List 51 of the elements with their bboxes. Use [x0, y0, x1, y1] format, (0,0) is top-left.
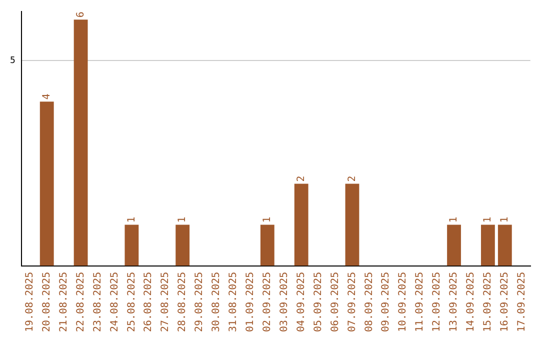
- data-label: 1: [126, 216, 138, 223]
- data-label: 1: [262, 216, 273, 223]
- x-tick-label: 23.08.2025: [92, 272, 104, 332]
- x-tick-label: 26.08.2025: [143, 272, 154, 332]
- data-label: 1: [448, 216, 460, 223]
- x-tick-label: 24.08.2025: [109, 272, 120, 332]
- x-tick-label: 17.09.2025: [516, 272, 528, 332]
- x-tick-label: 08.09.2025: [364, 272, 375, 332]
- data-label: 1: [177, 216, 188, 223]
- x-tick-label: 10.09.2025: [398, 272, 409, 332]
- x-tick-label: 28.08.2025: [177, 272, 188, 332]
- x-tick-label: 29.08.2025: [194, 272, 206, 332]
- bar: [480, 224, 495, 266]
- x-tick-label: 14.09.2025: [466, 272, 477, 332]
- bar: [294, 184, 308, 266]
- bar: [124, 224, 139, 266]
- x-tick-label: 03.09.2025: [278, 272, 290, 332]
- bar: [345, 184, 360, 266]
- bar: [498, 224, 512, 266]
- bar: [176, 224, 190, 266]
- x-tick-label: 30.08.2025: [211, 272, 222, 332]
- data-label: 2: [346, 176, 358, 182]
- x-tick-label: 04.09.2025: [296, 272, 307, 332]
- x-tick-label: 12.09.2025: [432, 272, 443, 332]
- bar: [447, 224, 461, 266]
- x-tick-label: 09.09.2025: [380, 272, 392, 332]
- x-tick-label: 27.08.2025: [160, 272, 172, 332]
- x-tick-label: 13.09.2025: [448, 272, 460, 332]
- x-tick-label: 25.08.2025: [126, 272, 138, 332]
- x-tick-label: 11.09.2025: [414, 272, 426, 332]
- bar: [74, 20, 88, 266]
- data-label: 4: [41, 94, 52, 100]
- data-label: 6: [75, 12, 86, 18]
- data-label: 1: [482, 216, 494, 223]
- x-tick-label: 01.09.2025: [245, 272, 256, 332]
- x-tick-label: 02.09.2025: [262, 272, 273, 332]
- x-tick-label: 19.08.2025: [24, 272, 36, 332]
- x-tick-label: 16.09.2025: [499, 272, 510, 332]
- x-tick-label: 22.08.2025: [75, 272, 86, 332]
- bar: [260, 224, 274, 266]
- x-tick-label: 21.08.2025: [58, 272, 70, 332]
- data-label: 1: [499, 216, 510, 223]
- y-tick-label: 5: [10, 56, 16, 66]
- x-tick-label: 06.09.2025: [330, 272, 341, 332]
- x-tick-label: 07.09.2025: [346, 272, 358, 332]
- x-tick-label: 15.09.2025: [482, 272, 494, 332]
- data-label: 2: [296, 176, 307, 182]
- bar: [40, 102, 54, 266]
- x-tick-label: 31.08.2025: [228, 272, 240, 332]
- x-tick-label: 05.09.2025: [312, 272, 324, 332]
- x-tick-label: 20.08.2025: [41, 272, 52, 332]
